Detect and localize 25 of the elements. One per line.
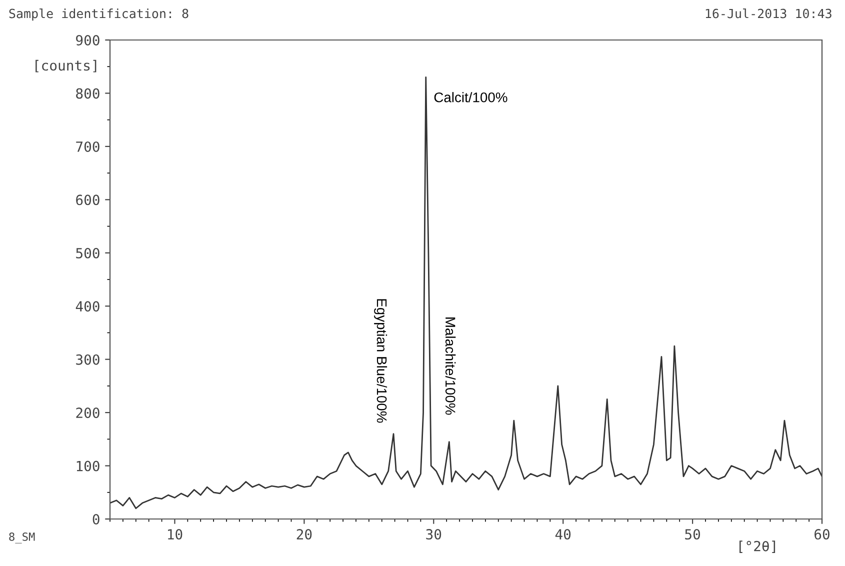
y-tick-label: 600	[76, 194, 100, 206]
y-tick-label: 0	[92, 514, 100, 525]
x-axis-title: [°2θ]	[740, 540, 776, 554]
y-tick-label: 500	[76, 248, 100, 258]
y-tick-label: 300	[76, 354, 100, 365]
x-tick-label: 50	[685, 529, 700, 540]
x-tick-label: 40	[555, 529, 571, 540]
y-tick-label: 800	[76, 88, 100, 99]
y-tick-label: 700	[76, 141, 100, 152]
text: 8_SM	[9, 532, 35, 544]
y-axis-title: [counts]	[36, 60, 96, 72]
x-tick-label: 20	[296, 529, 312, 540]
line-series	[110, 76, 822, 510]
y-tick-label: 200	[76, 408, 100, 418]
annotation: Malachite/100%	[445, 318, 456, 415]
annotation: Egyptian Blue/100%	[374, 299, 388, 423]
x-tick-label: 10	[168, 529, 182, 540]
y-tick-label: 900	[76, 35, 100, 46]
chart-title: Sample identification: 8	[9, 8, 188, 21]
annotation: Calcit/100%	[434, 92, 508, 102]
x-tick-label: 60	[814, 529, 830, 540]
x-tick-label: 30	[426, 529, 442, 540]
y-tick-label: 100	[76, 460, 100, 472]
chart-subtitle: 16-Jul-2013 10:43	[706, 8, 832, 18]
y-tick-label: 400	[76, 301, 100, 312]
